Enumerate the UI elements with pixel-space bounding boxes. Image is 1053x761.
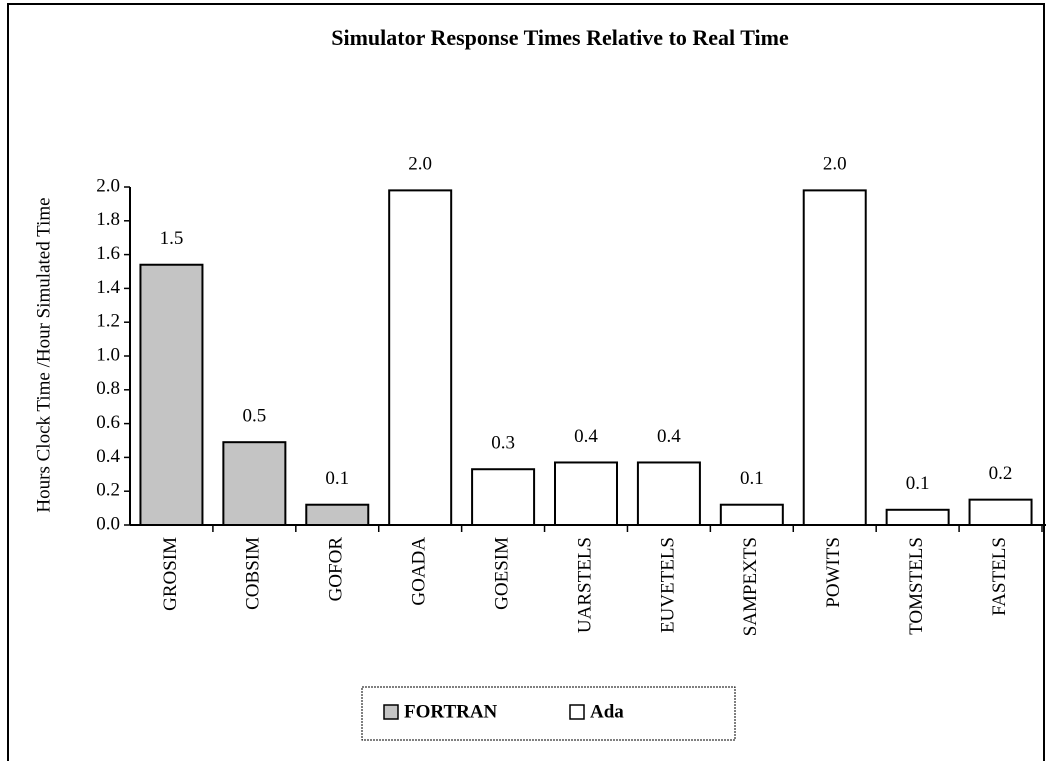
bar [139,263,204,526]
legend-swatch [383,704,399,720]
data-label: 0.1 [740,468,764,489]
y-tick-label: 0.4 [96,446,120,467]
data-label: 0.1 [325,468,349,489]
data-label: 0.1 [906,473,930,494]
bar [388,189,453,526]
bar [222,441,287,526]
data-label: 0.4 [574,426,598,447]
data-label: 0.5 [242,406,266,427]
bar [802,189,867,526]
y-tick-label: 1.2 [96,311,120,332]
y-tick-label: 0.8 [96,378,120,399]
y-tick-label: 2.0 [96,175,120,196]
legend-label: Ada [590,701,624,722]
bar [968,498,1033,526]
data-label: 2.0 [823,154,847,175]
y-tick-label: 1.0 [96,344,120,365]
x-tick-label: GOFOR [326,537,347,602]
x-tick-label: GOADA [409,537,430,606]
legend-swatch [569,704,585,720]
y-tick-label: 1.6 [96,243,120,264]
x-tick-label: GROSIM [160,537,181,611]
bar [719,503,784,527]
y-tick-label: 0.2 [96,480,120,501]
y-tick-label: 0.6 [96,412,120,433]
y-axis-label: Hours Clock Time /Hour Simulated Time [33,197,54,512]
x-tick-label: TOMSTELS [906,537,927,635]
legend-box [361,686,736,741]
x-tick-label: EUVETELS [657,537,678,633]
y-tick-label: 1.4 [96,277,120,298]
x-tick-label: POWITS [823,537,844,608]
y-tick-label: 0.0 [96,513,120,534]
data-label: 1.5 [160,228,184,249]
data-label: 0.4 [657,426,681,447]
x-tick-label: COBSIM [243,537,264,610]
data-label: 0.3 [491,433,515,454]
bar [305,503,370,527]
bar [471,468,536,527]
bar [554,461,618,526]
bar [636,461,701,526]
x-tick-label: UARSTELS [574,537,595,633]
bar [885,508,950,527]
x-tick-label: GOESIM [491,537,512,610]
frame [7,3,1045,761]
chart-title: Simulator Response Times Relative to Rea… [331,25,789,50]
data-label: 2.0 [408,154,432,175]
x-tick-label: FASTELS [989,537,1010,616]
data-label: 0.2 [989,463,1013,484]
legend-label: FORTRAN [404,701,498,722]
y-tick-label: 1.8 [96,209,120,230]
x-tick-label: SAMPEXTS [740,537,761,636]
